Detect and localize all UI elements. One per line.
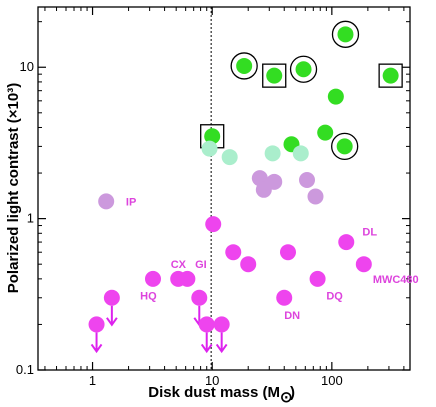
data-point (309, 270, 326, 287)
data-marks-layer (88, 20, 403, 354)
upper-limit-arrow-head (200, 343, 213, 354)
data-point (225, 244, 242, 261)
data-point (317, 124, 334, 141)
data-point (240, 256, 257, 273)
plot-frame (37, 6, 411, 371)
data-point (144, 270, 161, 287)
y-tick-label: 1 (27, 211, 34, 226)
plot-frame-layer (37, 6, 411, 371)
data-point (264, 145, 281, 162)
data-point (205, 216, 222, 233)
data-point (299, 171, 316, 188)
source-label: DL (362, 227, 377, 239)
x-tick-label: 100 (321, 373, 343, 388)
y-axis-title: Polarized light contrast (×10³) (5, 83, 22, 293)
x-tick-label: 10 (205, 373, 219, 388)
y-tick-label: 0.1 (16, 362, 34, 377)
source-label: MWC480 (373, 274, 419, 286)
annotation-layer: IP CX GI HQ DL MWC480 DQ DN (126, 196, 419, 322)
data-point (198, 316, 215, 333)
tick-layer: 1 10 100 0.1 1 10 (16, 7, 410, 388)
data-point (266, 67, 283, 84)
highlight-circle-marker (289, 55, 318, 83)
data-point (201, 140, 218, 157)
highlight-square-marker (378, 63, 403, 88)
highlight-circle-marker (331, 132, 359, 161)
source-label: CX (171, 259, 187, 271)
x-axis-title-tail: ) (290, 384, 295, 401)
data-point (338, 234, 355, 251)
data-point (279, 244, 296, 261)
data-point (307, 188, 324, 205)
source-label: GI (195, 259, 207, 271)
data-point (103, 289, 120, 306)
source-label: HQ (140, 291, 157, 303)
source-label: DN (284, 310, 300, 322)
data-point (98, 193, 115, 210)
data-point (213, 316, 230, 333)
upper-limit-arrow-head (106, 317, 118, 327)
data-point (292, 145, 309, 162)
data-point (382, 67, 399, 84)
x-axis-title-sub: ⊙ (280, 389, 293, 406)
y-tick-label: 10 (20, 59, 34, 74)
highlight-circle-marker (331, 20, 360, 48)
highlight-square-marker (262, 63, 287, 88)
data-point (337, 26, 354, 43)
data-point (327, 88, 344, 105)
source-label: IP (126, 196, 136, 208)
data-point (204, 128, 221, 145)
data-point (295, 61, 312, 78)
data-point (88, 316, 105, 333)
data-point (336, 138, 353, 155)
source-label: DQ (326, 291, 343, 303)
upper-limit-arrow-head (215, 343, 228, 354)
data-point (266, 173, 283, 190)
data-point (221, 149, 238, 166)
data-point (236, 57, 253, 74)
data-point (191, 289, 208, 306)
data-point (179, 270, 196, 287)
data-point (355, 256, 372, 273)
upper-limit-arrow-head (90, 343, 103, 354)
highlight-circle-marker (230, 52, 258, 80)
data-point (276, 289, 293, 306)
x-axis-title: Disk dust mass (M (148, 384, 280, 401)
x-tick-label: 1 (89, 373, 96, 388)
